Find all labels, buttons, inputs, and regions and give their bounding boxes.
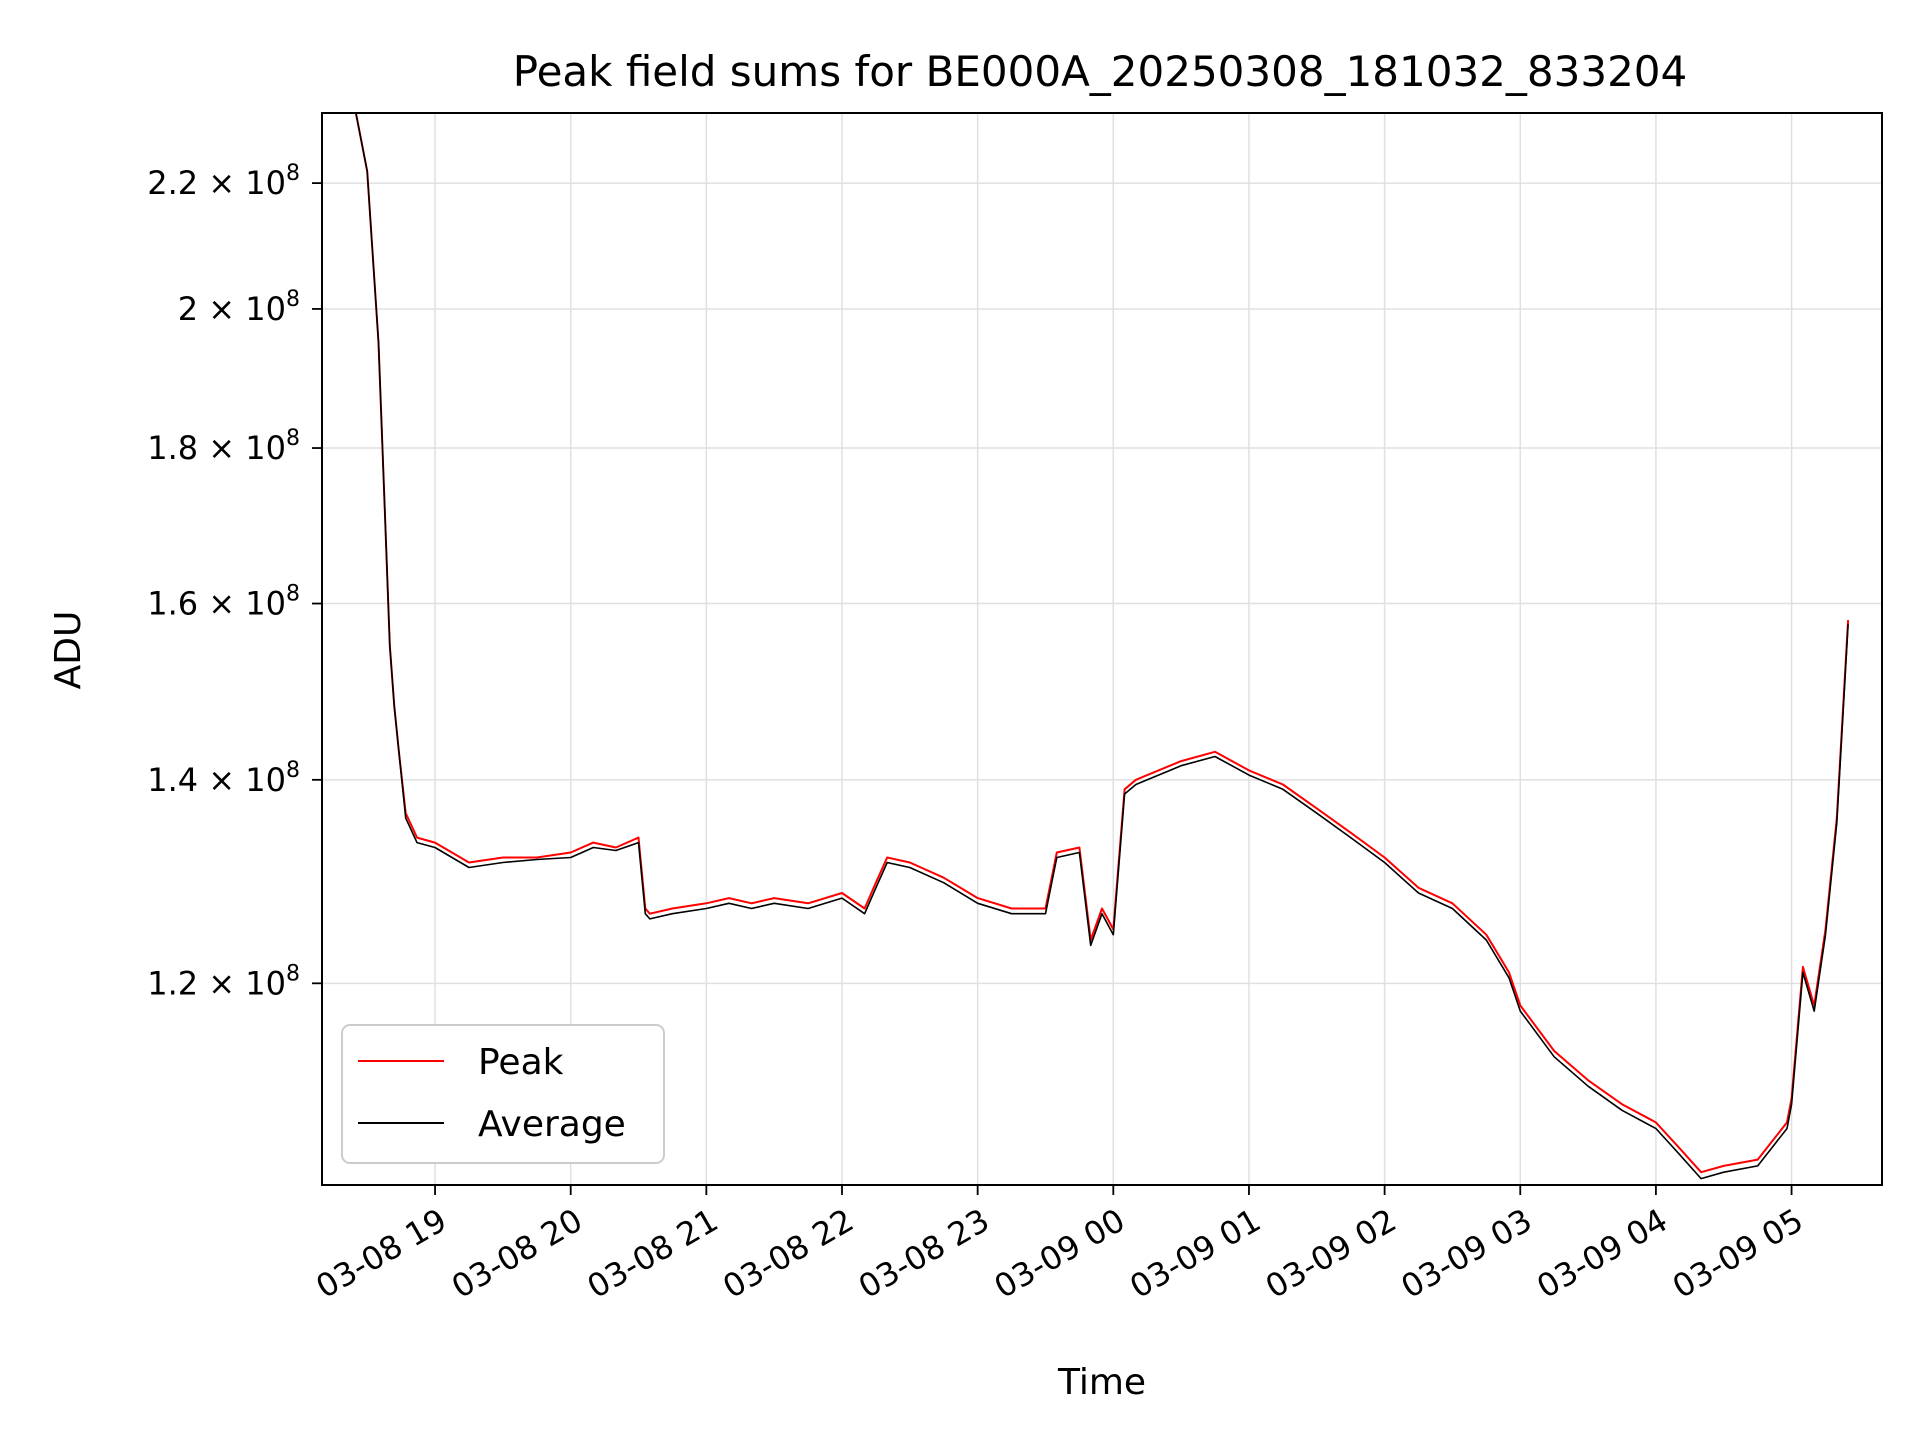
series-line-peak [354,112,1850,1174]
legend-label-peak: Peak [478,1042,564,1083]
x-tick-label: 03-08 21 [581,1201,725,1306]
x-tick-label: 03-09 03 [1395,1201,1539,1306]
series-layer [354,112,1850,1180]
x-tick-label: 03-08 23 [852,1201,996,1306]
y-axis-label: ADU [48,611,89,690]
y-tick-label: 1.8 × 108 [147,426,300,467]
x-tick-label: 03-09 05 [1666,1201,1810,1306]
y-tick-label: 2 × 108 [178,287,300,328]
y-tick-label: 1.6 × 108 [147,582,300,623]
y-tick-label: 1.2 × 108 [147,961,300,1002]
grid [322,113,1882,1185]
plot-frame [321,112,1883,1186]
legend-label-average: Average [478,1104,626,1145]
x-tick-label: 03-08 19 [309,1201,453,1306]
y-tick-label: 2.2 × 108 [147,161,300,202]
chart-title: Peak field sums for BE000A_20250308_1810… [513,47,1687,96]
series-line-average [355,112,1849,1180]
x-axis-label: Time [1057,1362,1146,1403]
y-tick-label: 1.4 × 108 [147,758,300,799]
x-tick-label: 03-09 00 [988,1201,1132,1306]
x-tick-label: 03-09 02 [1259,1201,1403,1306]
x-tick-label: 03-09 01 [1123,1201,1267,1306]
legend: Peak Average [341,1024,665,1164]
legend-box [341,1024,665,1164]
x-tick-label: 03-08 20 [445,1201,589,1306]
x-tick-label: 03-08 22 [716,1201,860,1306]
x-tick-label: 03-09 04 [1530,1201,1674,1306]
